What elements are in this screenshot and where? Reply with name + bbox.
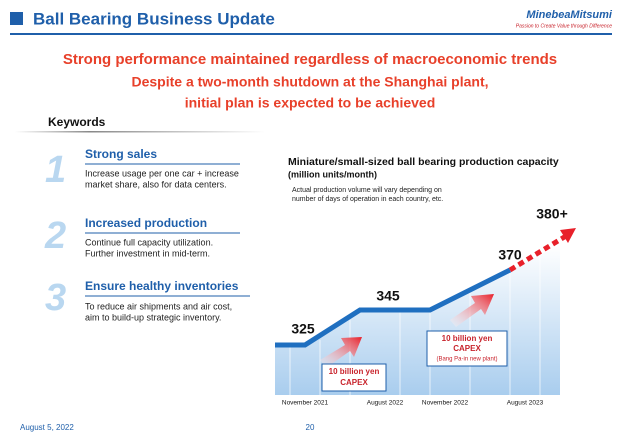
capacity-area [275, 245, 560, 395]
capacity-line [275, 267, 512, 348]
keywords-title: Keywords [48, 115, 106, 129]
capex-arrow [320, 337, 362, 368]
capex-arrow [450, 294, 494, 327]
item-text: To reduce air shipments and air cost, [85, 301, 232, 311]
capex-box [426, 330, 508, 367]
date-label: August 2023 [507, 400, 544, 407]
item-heading: Ensure healthy inventories [85, 279, 239, 293]
item-number: 3 [45, 277, 66, 319]
level-label: 380+ [536, 206, 568, 222]
subheadline: initial plan is expected to be achieved [185, 95, 436, 111]
item-number: 2 [44, 215, 66, 257]
item-text: Further investment in mid-term. [85, 248, 210, 258]
footer-date: August 5, 2022 [20, 423, 74, 432]
headline: Strong performance maintained regardless… [63, 51, 557, 68]
date-label: August 2022 [367, 400, 404, 407]
item-heading: Strong sales [85, 147, 157, 161]
capex-detail: (Bang Pa-in new plant) [436, 357, 497, 363]
logo: MinebeaMitsumi [526, 9, 613, 21]
keywords-rule [15, 131, 265, 133]
date-label: November 2022 [422, 400, 469, 407]
capex-box [321, 363, 387, 392]
tagline: Passion to Create Value through Differen… [516, 23, 612, 29]
level-label: 370 [498, 247, 522, 263]
item-text: market share, also for data centers. [85, 179, 227, 189]
chart-note: Actual production volume will vary depen… [292, 187, 442, 194]
capex-text: 10 billion yen [329, 367, 380, 376]
forecast-arrow [560, 228, 576, 243]
capex-text: CAPEX [453, 344, 481, 353]
title: Ball Bearing Business Update [33, 9, 275, 28]
item-text: Increase usage per one car + increase [85, 168, 239, 178]
chart-note: number of days of operation in each coun… [292, 196, 443, 203]
item-text: aim to build-up strategic inventory. [85, 312, 221, 322]
capex-text: 10 billion yen [442, 334, 493, 343]
date-label: November 2021 [282, 400, 329, 407]
item-number: 1 [45, 149, 66, 191]
subheadline: Despite a two-month shutdown at the Shan… [132, 74, 489, 90]
forecast-line [508, 233, 568, 273]
item-heading: Increased production [85, 216, 207, 230]
bullet [10, 12, 23, 25]
page-number: 20 [306, 423, 315, 432]
capex-text: CAPEX [340, 378, 368, 387]
item-text: Continue full capacity utilization. [85, 237, 213, 247]
chart-title: Miniature/small-sized ball bearing produ… [288, 156, 559, 168]
level-label: 325 [291, 321, 315, 337]
level-label: 345 [376, 288, 400, 304]
chart-unit: (million units/month) [288, 169, 377, 179]
